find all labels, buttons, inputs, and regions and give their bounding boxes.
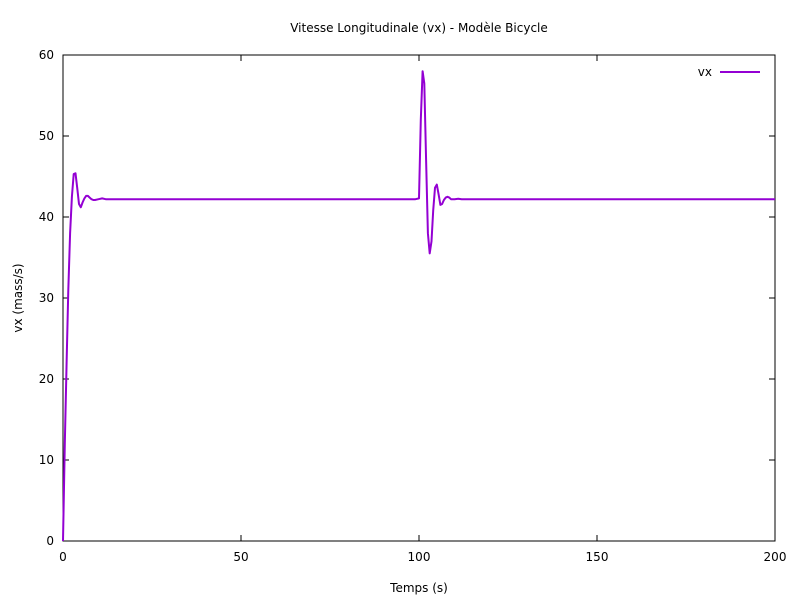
y-tick-label: 0 bbox=[46, 534, 54, 548]
chart-title: Vitesse Longitudinale (vx) - Modèle Bicy… bbox=[290, 21, 548, 35]
series-layer bbox=[62, 70, 775, 542]
x-axis-label: Temps (s) bbox=[389, 581, 448, 595]
legend-label: vx bbox=[698, 65, 712, 79]
legend: vx bbox=[698, 65, 760, 79]
y-axis-label: vx (mass/s) bbox=[11, 263, 25, 332]
y-tick-label: 30 bbox=[39, 291, 54, 305]
y-tick-label: 50 bbox=[39, 129, 54, 143]
y-axis-ticks: 0 10 20 30 40 50 60 bbox=[39, 48, 775, 548]
y-tick-label: 60 bbox=[39, 48, 54, 62]
x-tick-label: 150 bbox=[586, 550, 609, 564]
y-tick-label: 20 bbox=[39, 372, 54, 386]
x-tick-label: 100 bbox=[408, 550, 431, 564]
y-tick-label: 10 bbox=[39, 453, 54, 467]
x-axis-ticks: 0 50 100 150 200 bbox=[59, 55, 786, 564]
x-tick-label: 200 bbox=[764, 550, 787, 564]
x-tick-label: 50 bbox=[233, 550, 248, 564]
plot-frame bbox=[62, 54, 776, 542]
series-line-vx bbox=[62, 70, 775, 542]
x-tick-label: 0 bbox=[59, 550, 67, 564]
y-tick-label: 40 bbox=[39, 210, 54, 224]
